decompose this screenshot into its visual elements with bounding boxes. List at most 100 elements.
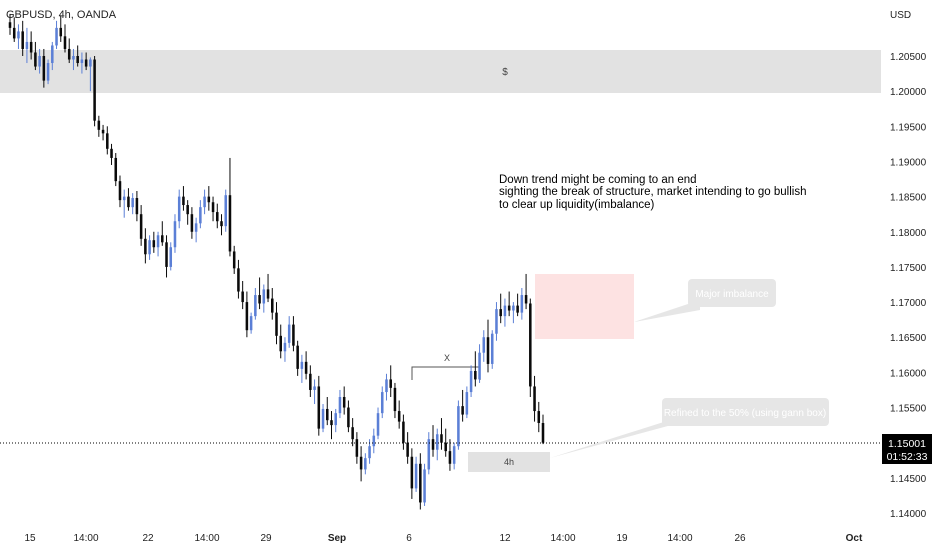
candle-down	[29, 41, 33, 53]
price-tick-label: 1.14000	[890, 509, 927, 520]
candle-up	[435, 434, 439, 450]
candle-up	[283, 342, 287, 352]
candle-up	[478, 352, 481, 380]
candle-down	[461, 406, 464, 415]
candle-up	[490, 333, 494, 364]
candle-down	[118, 181, 122, 201]
candle-down	[529, 303, 532, 387]
callout-major-imbalance[interactable]: Major imbalance	[634, 279, 776, 322]
candle-down	[106, 133, 109, 149]
candle-down	[182, 196, 185, 206]
candle-up	[300, 361, 304, 369]
candle-down	[389, 379, 392, 388]
candle-down	[541, 423, 545, 443]
price-tick-label: 1.18000	[890, 228, 927, 239]
candle-down	[139, 214, 143, 239]
candle-down	[330, 420, 333, 426]
price-tick-label: 1.15500	[890, 404, 927, 415]
candle-up	[512, 305, 515, 311]
candle-down	[431, 439, 435, 450]
candle-down	[42, 56, 46, 81]
candle-down	[101, 129, 105, 134]
candle-up	[17, 31, 20, 39]
candle-down	[211, 202, 215, 213]
time-tick-label: 6	[406, 533, 412, 544]
candle-up	[338, 396, 342, 414]
candle-up	[321, 408, 325, 429]
time-tick-label: 29	[260, 533, 272, 544]
candle-down	[444, 442, 447, 452]
candle-up	[249, 316, 253, 331]
candle-down	[359, 456, 363, 470]
candle-down	[97, 120, 101, 130]
candle-down	[59, 27, 63, 37]
candle-up	[423, 469, 426, 503]
candle-down	[63, 36, 67, 49]
candle-up	[203, 196, 206, 208]
candle-down	[34, 52, 37, 67]
candle-down	[355, 439, 359, 457]
candle-down	[161, 235, 164, 243]
candle-down	[8, 22, 12, 28]
candle-down	[84, 59, 88, 67]
candle-up	[173, 221, 177, 248]
candle-down	[232, 251, 236, 269]
candle-down	[275, 312, 278, 336]
candle-up	[368, 446, 371, 459]
candle-up	[72, 56, 75, 60]
analysis-note: Down trend might be coming to an end sig…	[499, 174, 806, 211]
candle-up	[46, 63, 50, 81]
symbol-title: GBPUSD, 4h, OANDA	[6, 9, 117, 21]
candle-up	[262, 289, 266, 304]
candle-down	[144, 238, 147, 255]
last-price-tag: 1.15001 01:52:33	[882, 434, 932, 464]
price-tick-label: 1.17500	[890, 263, 927, 274]
candle-up	[80, 59, 84, 64]
candle-down	[342, 396, 346, 408]
candle-down	[110, 148, 113, 158]
time-axis[interactable]: 15 14:00 22 14:00 29 Sep 6 12 14:00 19 14:00 26 Oct	[24, 533, 863, 544]
candle-down	[351, 427, 354, 440]
candle-down	[135, 198, 139, 215]
candle-up	[177, 196, 181, 222]
candle-down	[406, 442, 409, 457]
time-tick-label: Sep	[328, 533, 346, 544]
candle-up	[520, 295, 524, 313]
candle-down	[114, 157, 118, 182]
time-tick-label: 26	[734, 533, 746, 544]
price-tick-label: 1.17000	[890, 298, 927, 309]
candle-up	[452, 446, 456, 464]
price-tick-label: 1.19500	[890, 122, 927, 133]
candle-up	[89, 59, 92, 67]
candle-down	[271, 298, 274, 313]
candle-up	[385, 379, 388, 393]
candle-down	[516, 305, 519, 313]
candle-up	[156, 235, 160, 248]
price-axis[interactable]: USD 1.20500 1.20000 1.19500 1.19000 1.18500 1…	[890, 10, 927, 520]
callout-imbalance-box	[688, 279, 776, 307]
candle-down	[292, 324, 295, 346]
candle-down	[216, 212, 219, 222]
candle-down	[325, 408, 329, 421]
candle-down	[67, 48, 71, 60]
candle-down	[533, 386, 536, 412]
callout-refined-gann[interactable]: Refined to the 50% (using gann box)	[550, 398, 829, 458]
candle-down	[317, 386, 321, 429]
candle-down	[440, 434, 443, 443]
candle-up	[122, 196, 126, 201]
candle-up	[38, 56, 41, 67]
supply-zone	[0, 50, 881, 93]
candle-down	[21, 31, 24, 49]
candle-up	[199, 207, 202, 224]
candle-down	[397, 411, 401, 422]
candle-down	[190, 214, 194, 232]
candle-down	[524, 295, 528, 304]
last-price-countdown: 01:52:33	[887, 451, 928, 463]
candle-down	[241, 291, 244, 303]
candle-up	[482, 337, 486, 353]
candle-down	[537, 411, 541, 424]
candle-down	[393, 387, 397, 412]
candle-up	[55, 27, 58, 46]
candle-down	[309, 373, 312, 390]
